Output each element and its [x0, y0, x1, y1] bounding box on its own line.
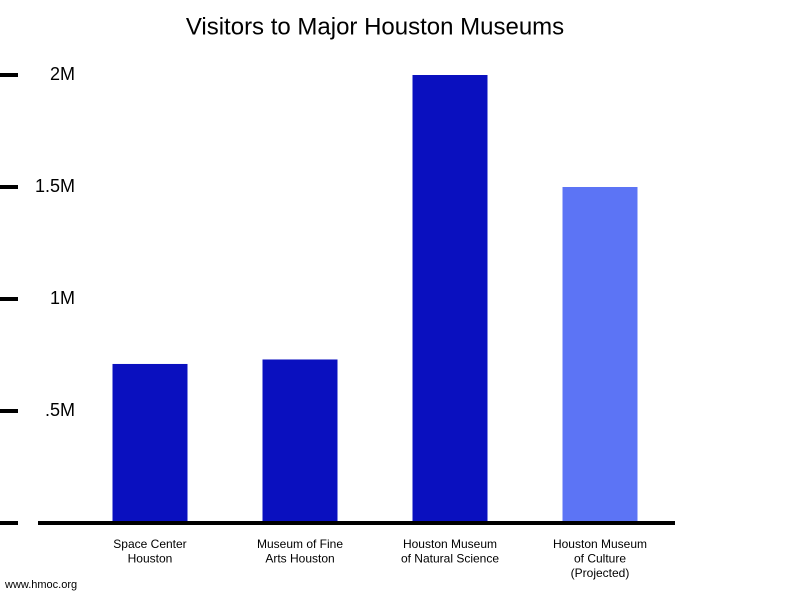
x-tick-label: (Projected): [571, 566, 630, 580]
bar: [112, 363, 188, 523]
x-tick-label: Space Center: [113, 537, 186, 551]
x-tick-label: Houston: [128, 552, 173, 566]
y-tick-label: 1M: [50, 288, 75, 308]
x-tick-label: Houston Museum: [403, 537, 497, 551]
bar: [412, 75, 488, 523]
source: www.hmoc.org: [4, 579, 77, 591]
chart-title: Visitors to Major Houston Museums: [186, 13, 564, 40]
y-tick-label: .5M: [45, 400, 75, 420]
bar: [562, 187, 638, 523]
x-tick-label: Museum of Fine: [257, 537, 343, 551]
x-tick-label: Houston Museum: [553, 537, 647, 551]
y-tick-label: 1.5M: [35, 176, 75, 196]
x-tick-label: Arts Houston: [265, 552, 334, 566]
x-tick-label: of Culture: [574, 552, 626, 566]
bar: [262, 359, 338, 523]
x-tick-label: of Natural Science: [401, 552, 499, 566]
y-tick-label: 2M: [50, 64, 75, 84]
